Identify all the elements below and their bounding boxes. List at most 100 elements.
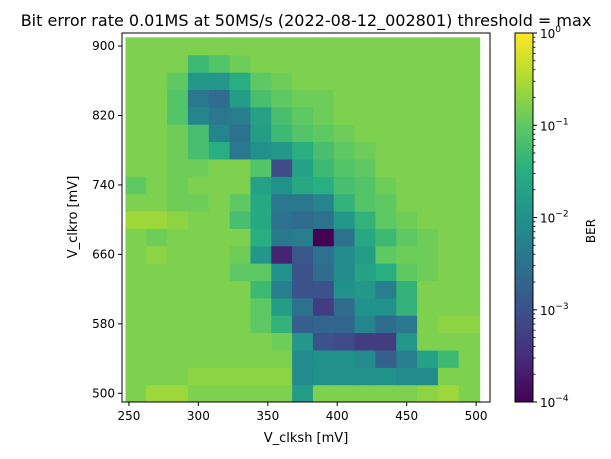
heatmap-cell xyxy=(229,367,252,386)
heatmap-cell xyxy=(292,176,314,195)
heatmap-cell xyxy=(146,106,168,125)
heatmap-cell xyxy=(396,384,418,402)
heatmap-cell xyxy=(437,89,460,108)
heatmap-cell xyxy=(333,384,356,402)
heatmap-cell xyxy=(208,332,231,351)
heatmap-cell xyxy=(396,193,418,212)
heatmap-cell xyxy=(271,315,293,334)
heatmap-cell xyxy=(167,210,189,229)
heatmap-cell xyxy=(250,297,272,316)
heatmap-cell xyxy=(271,72,293,91)
heatmap-cell xyxy=(292,228,314,247)
heatmap-cell xyxy=(146,332,168,351)
heatmap-cell xyxy=(167,349,189,368)
heatmap-cell xyxy=(271,89,293,108)
heatmap-cell xyxy=(208,315,231,334)
heatmap-cell xyxy=(354,263,377,282)
heatmap-cell xyxy=(417,332,439,351)
heatmap-cell xyxy=(250,158,272,177)
heatmap-cell xyxy=(396,280,418,299)
heatmap-cell xyxy=(375,349,397,368)
heatmap-cell xyxy=(187,176,210,195)
heatmap-cell xyxy=(396,106,418,125)
heatmap-cell xyxy=(375,228,397,247)
heatmap-cell xyxy=(458,263,481,282)
heatmap-cell xyxy=(396,89,418,108)
heatmap-cell xyxy=(312,349,335,368)
heatmap-cell xyxy=(333,210,356,229)
y-axis: 500 580 660 740 820 900 xyxy=(92,39,122,400)
heatmap-cell xyxy=(354,228,377,247)
heatmap-cell xyxy=(250,263,272,282)
heatmap-cell xyxy=(437,210,460,229)
heatmap-cell xyxy=(458,349,481,368)
heatmap-cell xyxy=(125,72,147,91)
heatmap-cell xyxy=(375,72,397,91)
heatmap-cell xyxy=(146,280,168,299)
heatmap-cell xyxy=(271,210,293,229)
heatmap-cell xyxy=(417,72,439,91)
heatmap-cell xyxy=(187,228,210,247)
heatmap-cell xyxy=(250,315,272,334)
heatmap-cell xyxy=(146,384,168,402)
heatmap-cell xyxy=(271,193,293,212)
heatmap-cell xyxy=(208,72,231,91)
x-axis-label: V_clksh [mV] xyxy=(264,431,349,446)
heatmap-cell xyxy=(312,280,335,299)
heatmap-cell xyxy=(375,193,397,212)
heatmap-cell xyxy=(125,367,147,386)
heatmap-cell xyxy=(437,297,460,316)
heatmap-cell xyxy=(458,228,481,247)
heatmap-cell xyxy=(312,367,335,386)
heatmap-cell xyxy=(208,176,231,195)
heatmap-cell xyxy=(458,54,481,73)
y-tick-label: 660 xyxy=(92,247,115,261)
heatmap-cell xyxy=(292,158,314,177)
y-tick-label: 580 xyxy=(92,317,115,331)
heatmap-cell xyxy=(125,263,147,282)
heatmap-cell xyxy=(312,141,335,160)
heatmap-cell xyxy=(271,176,293,195)
heatmap-cell xyxy=(167,176,189,195)
heatmap-cell xyxy=(208,141,231,160)
heatmap-cell xyxy=(167,158,189,177)
heatmap-cell xyxy=(208,349,231,368)
heatmap-cell xyxy=(187,54,210,73)
heatmap-cell xyxy=(292,315,314,334)
heatmap-cell xyxy=(458,106,481,125)
heatmap-cell xyxy=(229,37,252,56)
heatmap-cell xyxy=(250,280,272,299)
heatmap-cell xyxy=(250,72,272,91)
heatmap-cell xyxy=(208,297,231,316)
heatmap-cell xyxy=(354,141,377,160)
heatmap-cell xyxy=(146,124,168,143)
heatmap-cell xyxy=(437,72,460,91)
heatmap-cell xyxy=(354,367,377,386)
heatmap-cell xyxy=(208,210,231,229)
heatmap-cell xyxy=(125,245,147,264)
heatmap-cell xyxy=(417,124,439,143)
heatmap-cell xyxy=(208,37,231,56)
heatmap-cell xyxy=(396,72,418,91)
heatmap-cell xyxy=(250,54,272,73)
heatmap-cell xyxy=(333,72,356,91)
heatmap-cell xyxy=(271,228,293,247)
heatmap-cell xyxy=(167,141,189,160)
heatmap-cell xyxy=(354,332,377,351)
heatmap-cell xyxy=(458,210,481,229)
heatmap-cell xyxy=(208,228,231,247)
heatmap-cell xyxy=(312,106,335,125)
heatmap-cell xyxy=(125,54,147,73)
heatmap-cell xyxy=(125,89,147,108)
heatmap-cell xyxy=(250,176,272,195)
heatmap-cell xyxy=(437,315,460,334)
heatmap-cell xyxy=(437,124,460,143)
heatmap-cell xyxy=(271,106,293,125)
heatmap-cell xyxy=(312,124,335,143)
heatmap-cell xyxy=(187,193,210,212)
heatmap-cell xyxy=(417,176,439,195)
heatmap-cell xyxy=(312,54,335,73)
x-tick-label: 400 xyxy=(326,409,349,423)
heatmap-cell xyxy=(208,193,231,212)
